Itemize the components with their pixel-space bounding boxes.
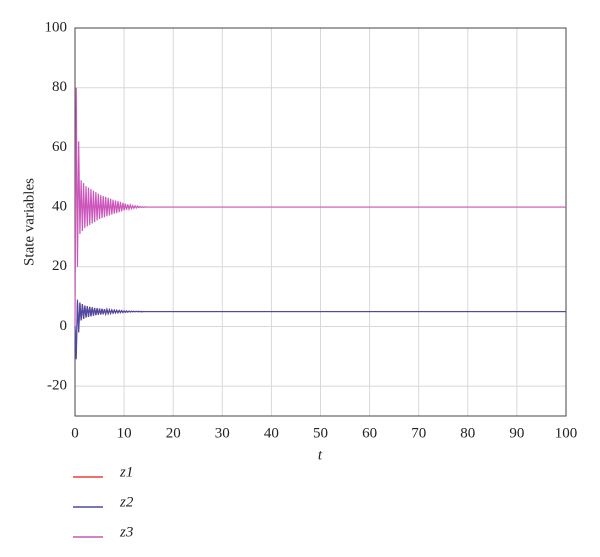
x-tick-label: 80	[460, 425, 475, 441]
y-tick-label: 100	[45, 19, 68, 35]
legend-label: z1	[119, 464, 133, 480]
y-tick-label: 80	[52, 79, 67, 95]
x-tick-label: 60	[362, 425, 377, 441]
x-tick-label: 50	[313, 425, 328, 441]
x-tick-label: 20	[166, 425, 181, 441]
y-tick-label: 20	[52, 258, 67, 274]
x-tick-label: 40	[264, 425, 279, 441]
legend-label: z3	[119, 524, 133, 540]
y-tick-label: -20	[47, 378, 67, 394]
legend-label: z2	[119, 494, 134, 510]
y-tick-label: 60	[52, 139, 67, 155]
x-tick-label: 30	[215, 425, 230, 441]
series-line	[74, 87, 566, 327]
x-axis-label: t	[318, 447, 323, 463]
y-tick-label: 0	[60, 318, 68, 334]
x-tick-label: 70	[411, 425, 426, 441]
x-tick-label: 100	[555, 425, 578, 441]
x-tick-label: 90	[509, 425, 524, 441]
x-tick-label: 10	[117, 425, 132, 441]
y-axis-label: State variables	[21, 178, 37, 266]
x-tick-label: 0	[71, 425, 79, 441]
series-line	[74, 299, 566, 360]
y-tick-label: 40	[52, 199, 67, 215]
